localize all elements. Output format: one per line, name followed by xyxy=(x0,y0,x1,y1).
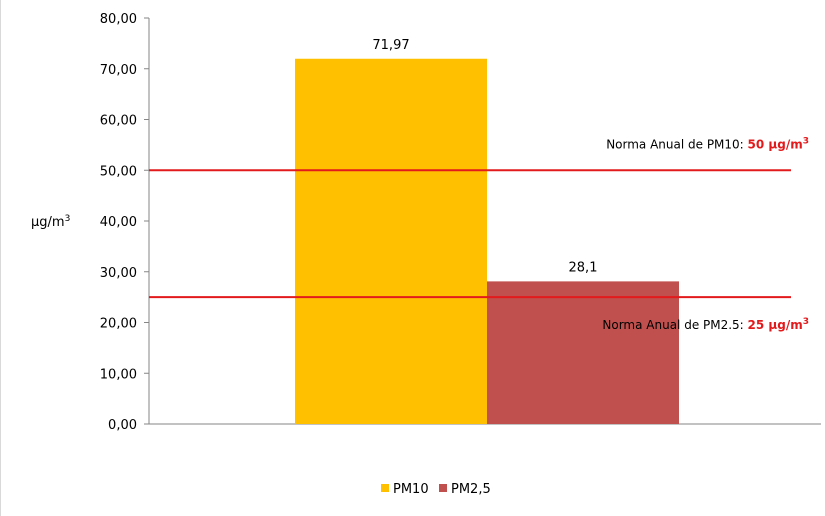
y-tick-label: 70,00 xyxy=(100,63,137,78)
reference-label-text: Norma Anual de PM10: xyxy=(606,137,747,151)
y-axis-label: µg/m3 xyxy=(31,214,70,230)
reference-line-label: Norma Anual de PM10: 50 µg/m3 xyxy=(606,136,809,151)
reference-label-value: 25 µg/m xyxy=(748,318,803,332)
y-tick-label: 60,00 xyxy=(100,114,137,129)
legend-label: PM10 xyxy=(393,482,429,497)
data-label: 28,1 xyxy=(569,260,598,275)
y-tick-label: 30,00 xyxy=(100,266,137,281)
reference-line-label: Norma Anual de PM2.5: 25 µg/m3 xyxy=(602,317,809,332)
y-tick-label: 80,00 xyxy=(100,12,137,27)
y-tick-label: 40,00 xyxy=(100,215,137,230)
reference-label-text: Norma Anual de PM2.5: xyxy=(602,318,747,332)
y-axis-label-main: µg/m xyxy=(31,215,65,230)
bar-pm10 xyxy=(295,58,487,424)
legend-swatch xyxy=(381,484,389,492)
reference-label-value: 50 µg/m xyxy=(748,137,803,151)
y-tick-label: 10,00 xyxy=(100,367,137,382)
y-tick-label: 20,00 xyxy=(100,317,137,332)
legend-swatch xyxy=(439,484,447,492)
bar-pm2-5 xyxy=(487,281,679,424)
legend: PM10 PM2,5 xyxy=(381,482,491,497)
axis-layer: 0,00 10,00 20,00 30,00 40,00 50,00 60,00 70,00 8… xyxy=(100,12,821,433)
y-axis-label-sup: 3 xyxy=(65,214,71,224)
y-tick-label: 0,00 xyxy=(108,418,137,433)
data-label: 71,97 xyxy=(372,38,409,53)
legend-label: PM2,5 xyxy=(451,482,491,497)
bars-layer xyxy=(295,58,679,424)
reference-lines-layer xyxy=(149,169,791,299)
reference-label-sup: 3 xyxy=(803,317,809,327)
y-tick-label: 50,00 xyxy=(100,164,137,179)
reference-label-sup: 3 xyxy=(803,136,809,146)
